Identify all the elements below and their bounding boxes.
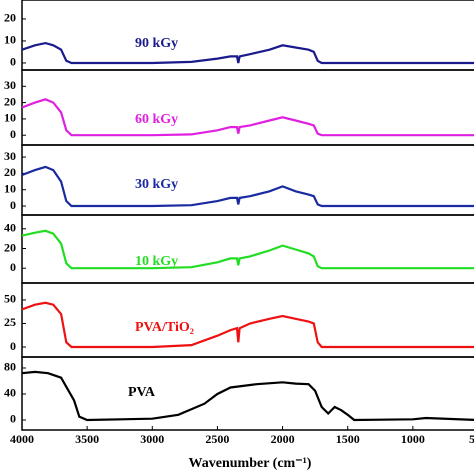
y-tick-label: 0 xyxy=(10,127,16,141)
x-tick-label: 3500 xyxy=(75,432,99,446)
y-tick-label: 0 xyxy=(10,55,16,69)
series-label: PVA/TiO₂ xyxy=(135,320,194,335)
spectrum-line xyxy=(21,98,474,137)
y-tick-label: 40 xyxy=(4,221,16,235)
y-tick-label: 0 xyxy=(10,198,16,212)
x-tick-label: 1000 xyxy=(401,432,425,446)
spectrum-line xyxy=(21,370,474,422)
x-tick-label: 2500 xyxy=(205,432,229,446)
series-label: PVA xyxy=(128,385,156,400)
panel-frame xyxy=(21,69,474,146)
y-tick-label: 80 xyxy=(4,360,16,374)
y-tick-label: 30 xyxy=(4,78,16,92)
series-label: 30 kGy xyxy=(135,177,178,192)
spectrum-line xyxy=(21,165,474,208)
x-tick-label: 1500 xyxy=(336,432,360,446)
series-label: 60 kGy xyxy=(135,112,178,127)
y-tick-label: 0 xyxy=(10,260,16,274)
y-tick-label: 20 xyxy=(4,240,16,254)
x-axis-label: Wavenumber (cm⁻¹) xyxy=(189,456,312,471)
series-label: 10 kGy xyxy=(135,254,178,269)
y-tick-label: 20 xyxy=(4,11,16,25)
x-tick-label: 2000 xyxy=(271,432,295,446)
panel-frame xyxy=(21,0,474,71)
y-tick-label: 40 xyxy=(4,386,16,400)
y-tick-label: 30 xyxy=(4,149,16,163)
y-tick-label: 25 xyxy=(4,315,16,329)
panel-frame xyxy=(21,144,474,216)
y-tick-label: 20 xyxy=(4,94,16,108)
panel-frame xyxy=(21,214,474,284)
y-tick-label: 20 xyxy=(4,165,16,179)
spectrum-line xyxy=(21,301,474,349)
y-tick-label: 10 xyxy=(4,181,16,195)
spectrum-line xyxy=(21,229,474,270)
x-tick-label: 500 xyxy=(469,432,474,446)
spectrum-line xyxy=(21,41,474,65)
y-tick-label: 50 xyxy=(4,292,16,306)
series-label: 90 kGy xyxy=(135,36,178,51)
x-tick-label: 3000 xyxy=(140,432,164,446)
y-tick-label: 10 xyxy=(4,33,16,47)
y-tick-label: 0 xyxy=(10,339,16,353)
y-tick-label: 10 xyxy=(4,111,16,125)
y-tick-label: 0 xyxy=(10,412,16,426)
x-tick-label: 4000 xyxy=(10,432,34,446)
